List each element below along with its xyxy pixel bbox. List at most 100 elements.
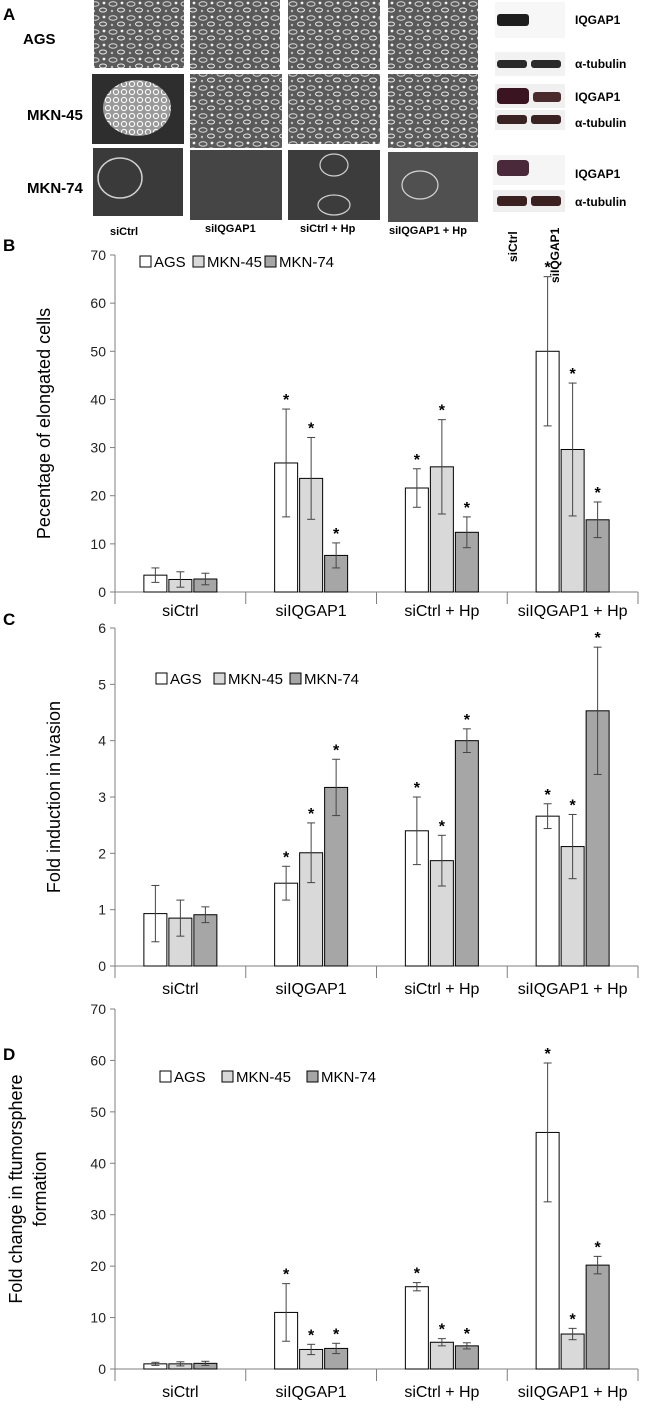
significance-star: * (595, 485, 602, 502)
significance-star: * (464, 1326, 471, 1343)
legend-label-ags: AGS (154, 254, 186, 271)
significance-star: * (570, 366, 577, 383)
row-label-mkn74: MKN-74 (27, 180, 83, 197)
significance-star: * (439, 403, 446, 420)
x-category-label: siIQGAP1 + Hp (518, 981, 628, 998)
significance-star: * (283, 392, 290, 409)
y-axis-title-line: Pecentage of elongated cells (34, 308, 54, 539)
significance-star: * (464, 712, 471, 729)
y-tick-label: 1 (98, 902, 106, 918)
significance-star: * (333, 742, 340, 759)
blot-mkn45-tubulin-sictrl-band (497, 115, 527, 124)
condition-label-siiqgap1: siIQGAP1 (205, 223, 256, 235)
micrograph-ags-siiqgap1-hp (388, 0, 478, 70)
y-tick-label: 40 (90, 391, 106, 407)
chart-c-invasion: C 0 1 2 3 4 5 6 siCtrl siIQGAP1 siCtrl + Hp siIQGAP… (3, 610, 639, 998)
legend-swatch-mkn-45 (221, 1070, 234, 1083)
blot-mkn74-tubulin-siiqgap1-band (531, 196, 561, 206)
y-axis-title: Fold induction in ivasion (44, 701, 64, 893)
significance-star: * (545, 1046, 552, 1063)
x-category-label: siIQGAP1 (276, 603, 347, 620)
blot-label-iqgap1-ags: IQGAP1 (575, 13, 621, 27)
legend-label-mkn-74: MKN-74 (304, 671, 359, 688)
micrograph-mkn45-siiqgap1 (190, 74, 282, 148)
panel-a-letter: A (3, 5, 15, 24)
significance-star: * (414, 452, 421, 469)
micrograph-mkn74-sictrl-hp (288, 150, 380, 220)
blot-mkn74-tubulin-sictrl-band (497, 196, 527, 206)
significance-star: * (283, 1267, 290, 1284)
legend-swatch-mkn-74 (289, 672, 302, 685)
y-tick-label: 3 (98, 789, 106, 805)
condition-label-siiqgap1-hp: siIQGAP1 + Hp (389, 225, 467, 237)
significance-star: * (308, 1327, 315, 1344)
x-category-label: siIQGAP1 (276, 981, 347, 998)
bar-ags-2 (404, 1286, 429, 1370)
micrograph-mkn74-siiqgap1-hp (388, 152, 478, 222)
y-tick-label: 40 (90, 1155, 106, 1171)
micrograph-mkn45-siiqgap1-hp (388, 74, 478, 148)
significance-star: * (595, 1239, 602, 1256)
bar-ags-3 (535, 815, 560, 967)
micrograph-mkn45-sictrl-hp (288, 74, 380, 144)
micrograph-ags-sictrl (94, 0, 184, 68)
legend-label-mkn-74: MKN-74 (279, 254, 334, 271)
significance-star: * (570, 797, 577, 814)
legend-label-mkn-74: MKN-74 (321, 1069, 376, 1086)
y-tick-label: 70 (90, 1001, 106, 1017)
y-axis-title-line: formation (30, 1151, 50, 1226)
x-category-label: siIQGAP1 (276, 1384, 347, 1401)
blot-mkn45-tubulin-siiqgap1-band (531, 115, 561, 124)
legend-swatch-mkn-74 (264, 255, 277, 268)
x-category-label: siIQGAP1 + Hp (518, 1384, 628, 1401)
y-tick-label: 30 (90, 440, 106, 456)
y-tick-label: 50 (90, 1104, 106, 1120)
y-tick-label: 6 (98, 620, 106, 636)
blot-label-tubulin-ags: α-tubulin (575, 57, 626, 71)
y-tick-label: 4 (98, 733, 106, 749)
y-tick-label: 20 (90, 488, 106, 504)
significance-star: * (595, 630, 602, 647)
x-category-label: siCtrl (162, 603, 198, 620)
y-axis-title-line: Fold change in ftumorsphere (6, 1074, 26, 1303)
x-category-label: siCtrl (162, 981, 198, 998)
x-category-label: siIQGAP1 + Hp (518, 603, 628, 620)
micrograph-grid (92, 0, 478, 222)
y-tick-label: 10 (90, 1310, 106, 1326)
y-tick-label: 70 (90, 247, 106, 263)
legend-swatch-mkn-45 (213, 672, 226, 685)
legend-label-mkn-45: MKN-45 (236, 1069, 291, 1086)
panel-b-letter: B (3, 236, 15, 255)
legend-swatch-mkn-74 (306, 1070, 319, 1083)
y-tick-label: 0 (98, 1361, 106, 1377)
panel-a-micrographs: A AGS MKN-45 MKN-74 siCtrl siIQGAP1 si (3, 0, 626, 283)
y-tick-label: 2 (98, 845, 106, 861)
y-tick-label: 20 (90, 1258, 106, 1274)
significance-star: * (308, 806, 315, 823)
blot-ags-tubulin-siiqgap1-band (531, 60, 561, 68)
blot-label-tubulin-mkn45: α-tubulin (575, 116, 626, 130)
y-tick-label: 5 (98, 676, 106, 692)
y-axis-title-line: Fold induction in ivasion (44, 701, 64, 893)
significance-star: * (570, 1311, 577, 1328)
row-label-ags: AGS (23, 31, 56, 48)
blot-mkn45-iqgap1-siiqgap1-band (533, 92, 561, 102)
y-tick-label: 0 (98, 584, 106, 600)
condition-label-sictrl-hp: siCtrl + Hp (300, 223, 356, 235)
blot-ags-iqgap1-sictrl-band (497, 14, 529, 26)
significance-star: * (333, 526, 340, 543)
micrograph-ags-siiqgap1 (190, 0, 280, 70)
condition-label-sictrl: siCtrl (110, 226, 138, 238)
blot-mkn45-iqgap1-sictrl-band (497, 88, 529, 104)
blot-label-tubulin-mkn74: α-tubulin (575, 195, 626, 209)
legend-label-ags: AGS (174, 1069, 206, 1086)
bar-mkn-74-3 (585, 1264, 610, 1370)
micrograph-ags-sictrl-hp (288, 0, 380, 70)
micrograph-mkn74-sictrl (93, 148, 183, 216)
bar-mkn-74-2 (454, 740, 479, 967)
x-category-label: siCtrl + Hp (404, 981, 479, 998)
significance-star: * (439, 1322, 446, 1339)
micrograph-mkn74-siiqgap1 (190, 150, 282, 220)
blot-lane-label-sictrl: siCtrl (506, 231, 520, 262)
legend-swatch-ags (139, 255, 152, 268)
